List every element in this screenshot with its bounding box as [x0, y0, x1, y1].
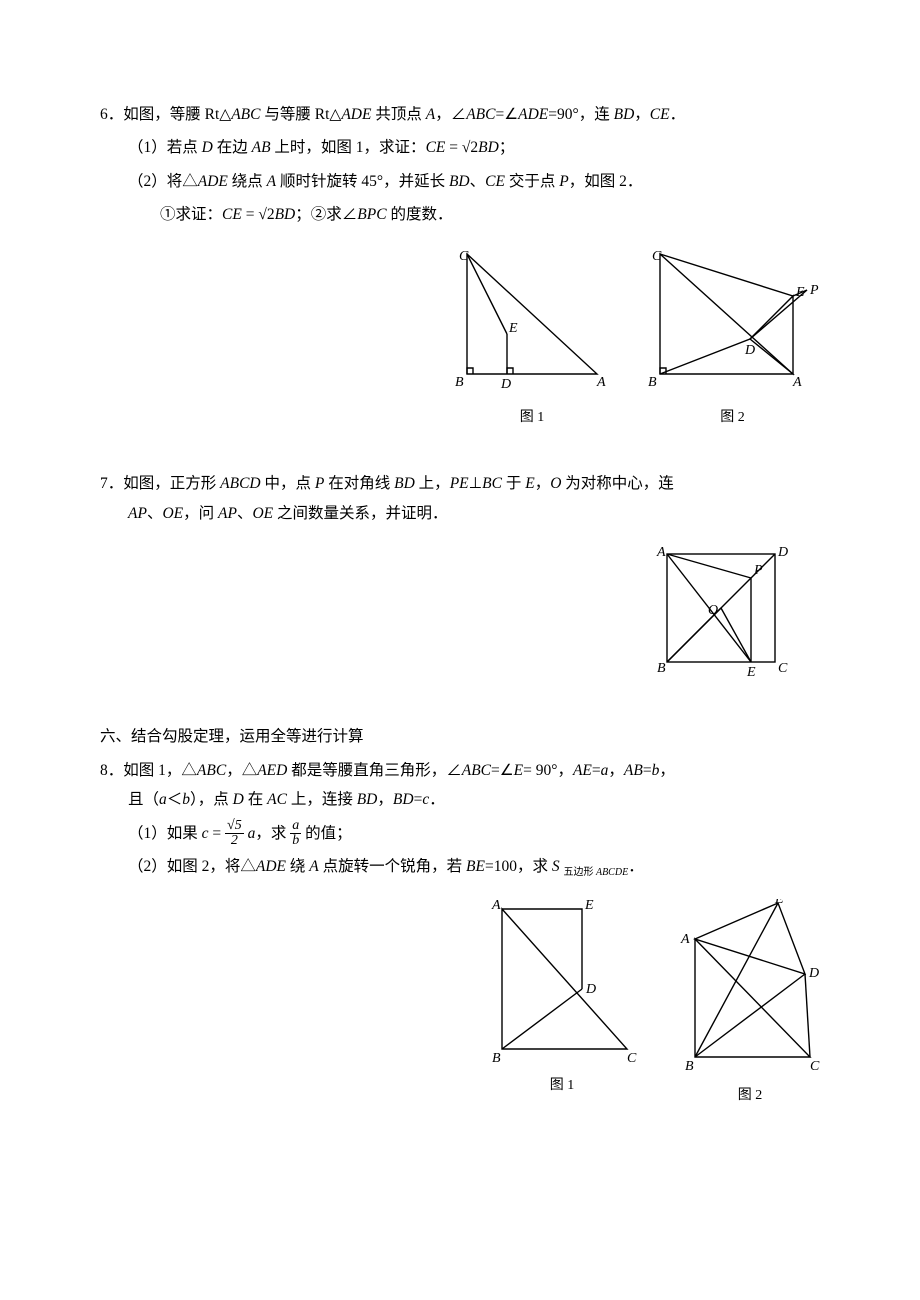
- svg-text:B: B: [455, 375, 464, 390]
- svg-text:E: E: [746, 665, 756, 680]
- p6-fig1-caption: 图 1: [520, 405, 545, 432]
- p8-fig2-svg: A E D B C: [670, 899, 830, 1079]
- svg-text:B: B: [492, 1051, 501, 1066]
- p7-figure: A D B C O P E: [655, 544, 790, 684]
- svg-text:P: P: [753, 563, 763, 578]
- p6-fig2-svg: C E P D B A: [645, 246, 820, 401]
- p8-fig1-caption: 图 1: [550, 1073, 575, 1100]
- problem-8: 8．如图 1，△ABC，△AED 都是等腰直角三角形，∠ABC=∠E= 90°，…: [100, 756, 860, 1110]
- p7-number: 7．: [100, 475, 123, 492]
- p6-sub2: （2）将△ADE 绕点 A 顺时针旋转 45°，并延长 BD、CE 交于点 P，…: [100, 167, 860, 196]
- p7-main-2: AP、OE，问 AP、OE 之间数量关系，并证明．: [100, 499, 860, 528]
- svg-text:C: C: [652, 249, 662, 264]
- p8-figure-2: A E D B C 图 2: [670, 899, 830, 1110]
- svg-text:C: C: [459, 249, 469, 264]
- svg-text:D: D: [808, 966, 819, 981]
- svg-text:O: O: [708, 603, 718, 618]
- svg-text:E: E: [795, 285, 805, 300]
- p8-sub1: （1）如果 c = √52 a，求 ab 的值；: [100, 819, 860, 849]
- p8-number: 8．: [100, 762, 123, 779]
- svg-text:A: A: [491, 899, 501, 913]
- section-6-heading: 六、结合勾股定理，运用全等进行计算: [100, 722, 860, 751]
- p6-figures: C E B D A 图 1 C E: [100, 246, 860, 432]
- p6-fig2-caption: 图 2: [720, 405, 745, 432]
- svg-text:A: A: [656, 545, 666, 560]
- p8-main-2: 且（a＜b），点 D 在 AC 上，连接 BD，BD=c．: [100, 785, 860, 814]
- svg-text:B: B: [657, 661, 666, 676]
- p7-figures: A D B C O P E: [100, 544, 860, 684]
- p7-main: 7．如图，正方形 ABCD 中，点 P 在对角线 BD 上，PE⊥BC 于 E，…: [100, 469, 860, 498]
- p6-number: 6．: [100, 106, 123, 123]
- p8-fig1-svg: A E D B C: [482, 899, 642, 1069]
- svg-text:D: D: [500, 377, 511, 392]
- svg-text:D: D: [585, 982, 596, 997]
- p8-figures: A E D B C 图 1 A E: [100, 899, 860, 1110]
- svg-text:A: A: [596, 375, 606, 390]
- svg-text:B: B: [648, 375, 657, 390]
- p8-sub2: （2）如图 2，将△ADE 绕 A 点旋转一个锐角，若 BE=100，求 S 五…: [100, 852, 860, 882]
- svg-text:D: D: [777, 545, 788, 560]
- svg-text:C: C: [810, 1059, 820, 1074]
- svg-text:C: C: [627, 1051, 637, 1066]
- p6-fig1-svg: C E B D A: [447, 246, 617, 401]
- svg-text:E: E: [508, 321, 518, 336]
- p6-sub1: （1）若点 D 在边 AB 上时，如图 1，求证：CE = √2BD；: [100, 133, 860, 162]
- svg-text:A: A: [792, 375, 802, 390]
- svg-text:D: D: [744, 343, 755, 358]
- p6-figure-1: C E B D A 图 1: [447, 246, 617, 432]
- svg-text:P: P: [809, 283, 819, 298]
- svg-text:B: B: [685, 1059, 694, 1074]
- problem-7: 7．如图，正方形 ABCD 中，点 P 在对角线 BD 上，PE⊥BC 于 E，…: [100, 469, 860, 684]
- svg-text:E: E: [584, 899, 594, 913]
- p6-main: 6．如图，等腰 Rt△ABC 与等腰 Rt△ADE 共顶点 A，∠ABC=∠AD…: [100, 100, 860, 129]
- p7-fig-svg: A D B C O P E: [655, 544, 790, 684]
- problem-6: 6．如图，等腰 Rt△ABC 与等腰 Rt△ADE 共顶点 A，∠ABC=∠AD…: [100, 100, 860, 431]
- p8-fig2-caption: 图 2: [738, 1083, 763, 1110]
- svg-text:E: E: [774, 899, 784, 907]
- p8-figure-1: A E D B C 图 1: [482, 899, 642, 1110]
- svg-text:A: A: [680, 932, 690, 947]
- p6-sub2-2: ①求证：CE = √2BD；②求∠BPC 的度数．: [100, 200, 860, 229]
- p8-main: 8．如图 1，△ABC，△AED 都是等腰直角三角形，∠ABC=∠E= 90°，…: [100, 756, 860, 785]
- svg-text:C: C: [778, 661, 788, 676]
- p6-figure-2: C E P D B A 图 2: [645, 246, 820, 432]
